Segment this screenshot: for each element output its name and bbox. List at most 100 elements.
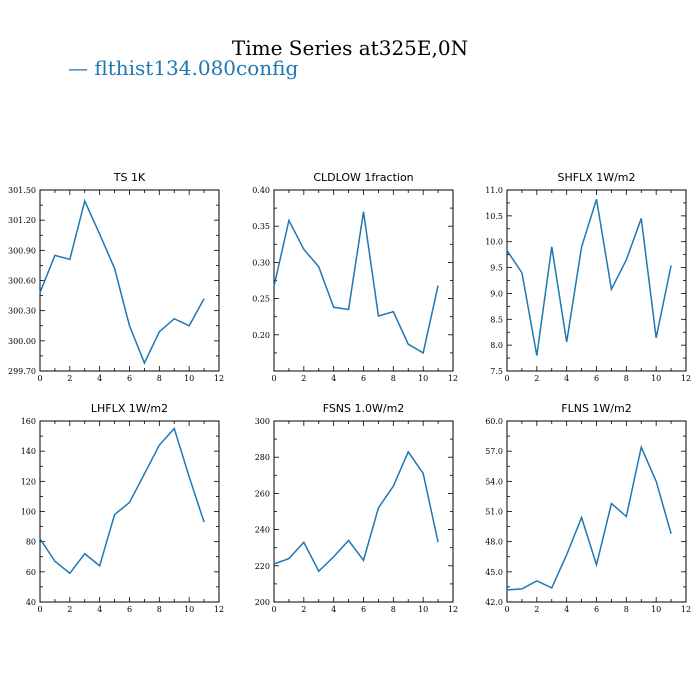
chart-panel-0: TS 1K 0 2 4 6 8 10 12 299.70 300.00 300.30 300.60 30… (8, 171, 224, 383)
x-tick-label: 6 (361, 605, 366, 614)
series-line (273, 450, 439, 573)
x-tick-label: 8 (624, 374, 629, 383)
x-tick-label: 8 (391, 374, 396, 383)
x-tick-label: 6 (127, 605, 132, 614)
y-tick-label: 42.0 (485, 598, 503, 607)
x-tick-label: 0 (37, 374, 42, 383)
y-tick-label: 0.25 (252, 295, 270, 304)
y-tick-label: 260 (255, 489, 270, 498)
x-tick-label: 12 (681, 605, 691, 614)
x-tick-label: 10 (418, 374, 428, 383)
x-tick-label: 12 (448, 605, 458, 614)
series-line (39, 198, 205, 365)
series-line (506, 199, 672, 356)
x-tick-label: 10 (184, 605, 194, 614)
y-tick-label: 60.0 (485, 417, 503, 426)
chart-title: FSNS 1.0W/m2 (323, 402, 405, 415)
x-tick-label: 6 (594, 605, 599, 614)
x-tick-label: 8 (157, 374, 162, 383)
plot-frame (506, 189, 687, 372)
y-tick-label: 11.0 (485, 186, 503, 195)
y-tick-label: 0.40 (252, 186, 270, 195)
x-tick-label: 4 (331, 605, 336, 614)
x-tick-label: 12 (681, 374, 691, 383)
chart-panel-4: FSNS 1.0W/m2 0 2 4 6 8 10 12 200 220 240 260 280 300 (255, 402, 458, 614)
x-tick-label: 2 (534, 374, 539, 383)
y-tick-label: 300.30 (8, 307, 36, 316)
x-tick-label: 12 (214, 605, 224, 614)
x-tick-label: 0 (504, 374, 509, 383)
x-tick-label: 2 (534, 605, 539, 614)
chart-title: CLDLOW 1fraction (313, 171, 413, 184)
chart-panel-3: LHFLX 1W/m2 0 2 4 6 8 10 12 40 60 80 100 120 140 160 (21, 402, 224, 614)
y-tick-label: 120 (21, 477, 36, 486)
x-tick-label: 6 (361, 374, 366, 383)
x-tick-label: 4 (97, 605, 102, 614)
x-tick-label: 2 (301, 374, 306, 383)
y-tick-label: 9.0 (490, 289, 503, 298)
chart-title: FLNS 1W/m2 (561, 402, 631, 415)
x-tick-label: 12 (214, 374, 224, 383)
y-tick-label: 7.5 (490, 367, 503, 376)
x-tick-label: 10 (651, 605, 661, 614)
x-tick-label: 10 (184, 374, 194, 383)
y-tick-label: 300.90 (8, 246, 36, 255)
legend-entry: — flthist134.080config (68, 56, 299, 80)
chart-panel-1: CLDLOW 1fraction 0 2 4 6 8 10 12 0.20 0.25 0.30 0.3… (252, 171, 458, 383)
x-tick-label: 8 (391, 605, 396, 614)
chart-title: SHFLX 1W/m2 (557, 171, 635, 184)
x-tick-label: 10 (651, 374, 661, 383)
series-line (39, 427, 205, 575)
y-tick-label: 240 (255, 526, 270, 535)
x-tick-label: 0 (504, 605, 509, 614)
y-tick-label: 301.20 (8, 216, 36, 225)
y-tick-label: 9.5 (490, 264, 503, 273)
y-tick-label: 45.0 (485, 568, 503, 577)
chart-title: LHFLX 1W/m2 (91, 402, 168, 415)
chart-title: TS 1K (113, 171, 146, 184)
y-tick-label: 140 (21, 447, 36, 456)
y-tick-label: 0.30 (252, 258, 270, 267)
y-tick-label: 300.60 (8, 277, 36, 286)
y-tick-label: 48.0 (485, 538, 503, 547)
y-tick-label: 60 (26, 568, 36, 577)
x-tick-label: 0 (37, 605, 42, 614)
plot-frame (273, 420, 454, 603)
y-tick-label: 8.5 (490, 315, 503, 324)
plot-frame (39, 189, 220, 372)
y-tick-label: 100 (21, 508, 36, 517)
figure-title: Time Series at325E,0N (231, 36, 469, 60)
y-tick-label: 8.0 (490, 341, 503, 350)
x-tick-label: 4 (564, 374, 569, 383)
x-tick-label: 2 (301, 605, 306, 614)
x-tick-label: 2 (67, 605, 72, 614)
y-tick-label: 10.0 (485, 238, 503, 247)
y-tick-label: 51.0 (485, 508, 503, 517)
x-tick-label: 6 (127, 374, 132, 383)
y-tick-label: 300 (255, 417, 270, 426)
y-tick-label: 220 (255, 562, 270, 571)
plot-frame (39, 420, 220, 603)
x-tick-label: 8 (624, 605, 629, 614)
x-tick-label: 4 (331, 374, 336, 383)
y-tick-label: 0.35 (252, 222, 270, 231)
x-tick-label: 0 (271, 374, 276, 383)
y-tick-label: 301.50 (8, 186, 36, 195)
plot-frame (273, 189, 454, 372)
y-tick-label: 80 (26, 538, 36, 547)
y-tick-label: 200 (255, 598, 270, 607)
y-tick-label: 299.70 (8, 367, 36, 376)
chart-panel-2: SHFLX 1W/m2 0 2 4 6 8 10 12 7.5 8.0 8.5 9.0 9.5 10.0 1… (485, 171, 691, 383)
y-tick-label: 40 (26, 598, 36, 607)
y-tick-label: 54.0 (485, 477, 503, 486)
x-tick-label: 6 (594, 374, 599, 383)
series-line (273, 211, 439, 355)
x-tick-label: 4 (97, 374, 102, 383)
y-tick-label: 160 (21, 417, 36, 426)
chart-panel-5: FLNS 1W/m2 0 2 4 6 8 10 12 42.0 45.0 48.0 51.0 54.0 5… (485, 402, 691, 614)
x-tick-label: 12 (448, 374, 458, 383)
x-tick-label: 2 (67, 374, 72, 383)
plot-frame (506, 420, 687, 603)
y-tick-label: 10.5 (485, 212, 503, 221)
